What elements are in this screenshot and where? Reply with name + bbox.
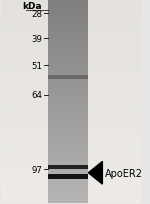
Text: kDa: kDa [23,2,42,11]
Text: 28: 28 [31,10,42,19]
Text: 64: 64 [31,91,42,100]
Polygon shape [88,162,102,184]
Text: 39: 39 [32,34,42,43]
Text: 97: 97 [32,165,42,174]
Text: ApoER2: ApoER2 [105,168,143,178]
Text: 51: 51 [31,61,42,70]
